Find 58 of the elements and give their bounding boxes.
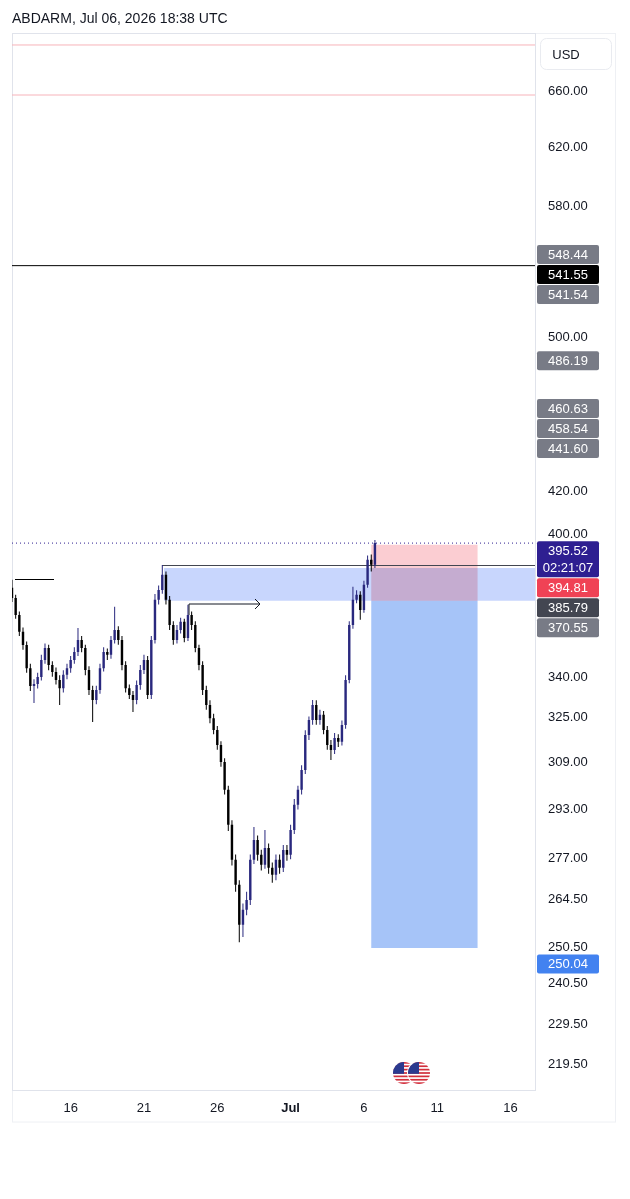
text: 460.63: [548, 401, 588, 417]
candlestick: [355, 590, 358, 604]
y-tick-label: 250.50: [548, 938, 588, 954]
candlestick: [300, 765, 303, 795]
x-tick-label: 21: [136, 1099, 152, 1115]
text: 250.04: [548, 956, 588, 972]
y-tick-label: 620.00: [548, 138, 588, 154]
candlestick: [245, 891, 248, 916]
candlestick: [256, 835, 259, 861]
candlestick: [91, 685, 94, 722]
ref-line-label: 541.55: [548, 266, 588, 282]
chart-title: ABDARM, Jul 06, 2026 18:38 UTC: [12, 10, 228, 26]
candlestick: [267, 843, 270, 874]
x-tick-label: 11: [430, 1099, 444, 1115]
x-tick-label: 16: [503, 1099, 518, 1115]
text: 385.79: [548, 600, 588, 616]
y-tick-label: 264.50: [548, 890, 588, 906]
y-tick-label: 400.00: [548, 525, 588, 541]
candlestick: [212, 713, 215, 735]
text: 458.54: [548, 421, 588, 437]
x-tick-label: 26: [210, 1099, 225, 1115]
y-tick-label: 293.00: [548, 800, 588, 816]
candlestick: [234, 854, 237, 892]
y-tick-label: 240.50: [548, 974, 588, 990]
candlestick: [106, 648, 109, 660]
candlestick: [311, 700, 314, 725]
text: 441.60: [548, 441, 588, 457]
y-tick-label: 309.00: [548, 753, 588, 769]
y-tick-label: 340.00: [548, 669, 588, 685]
y-tick-label: 420.00: [548, 482, 588, 498]
candlestick: [172, 621, 175, 645]
candlestick: [69, 656, 72, 673]
x-tick-label: 6: [360, 1099, 368, 1115]
candlestick: [58, 675, 61, 705]
text: 370.55: [548, 620, 588, 636]
text: 02:21:07: [542, 560, 594, 576]
text: 486.19: [548, 353, 588, 369]
candlestick: [278, 854, 281, 874]
text: 541.54: [548, 286, 588, 302]
text: 548.44: [548, 246, 588, 262]
candlestick: [32, 679, 36, 704]
candlestick: [157, 585, 160, 605]
x-tick-label: Jul: [281, 1099, 301, 1115]
y-tick-label: 500.00: [548, 328, 588, 344]
y-tick-label: 325.00: [548, 709, 588, 724]
ref-line-label: 395.52: [548, 543, 588, 559]
text: 394.81: [548, 580, 588, 596]
y-axis-title: USD: [552, 46, 580, 62]
candlestick: [161, 565, 164, 594]
y-tick-label: 219.50: [548, 1055, 588, 1071]
x-tick-label: 16: [63, 1099, 78, 1115]
candlestick: [113, 606, 116, 644]
candlestick: [190, 611, 193, 630]
y-tick-label: 277.00: [548, 850, 588, 866]
y-tick-label: 660.00: [548, 83, 588, 99]
y-tick-label: 229.50: [548, 1016, 588, 1032]
y-tick-label: 580.00: [548, 197, 588, 213]
candlestick: [333, 732, 336, 754]
